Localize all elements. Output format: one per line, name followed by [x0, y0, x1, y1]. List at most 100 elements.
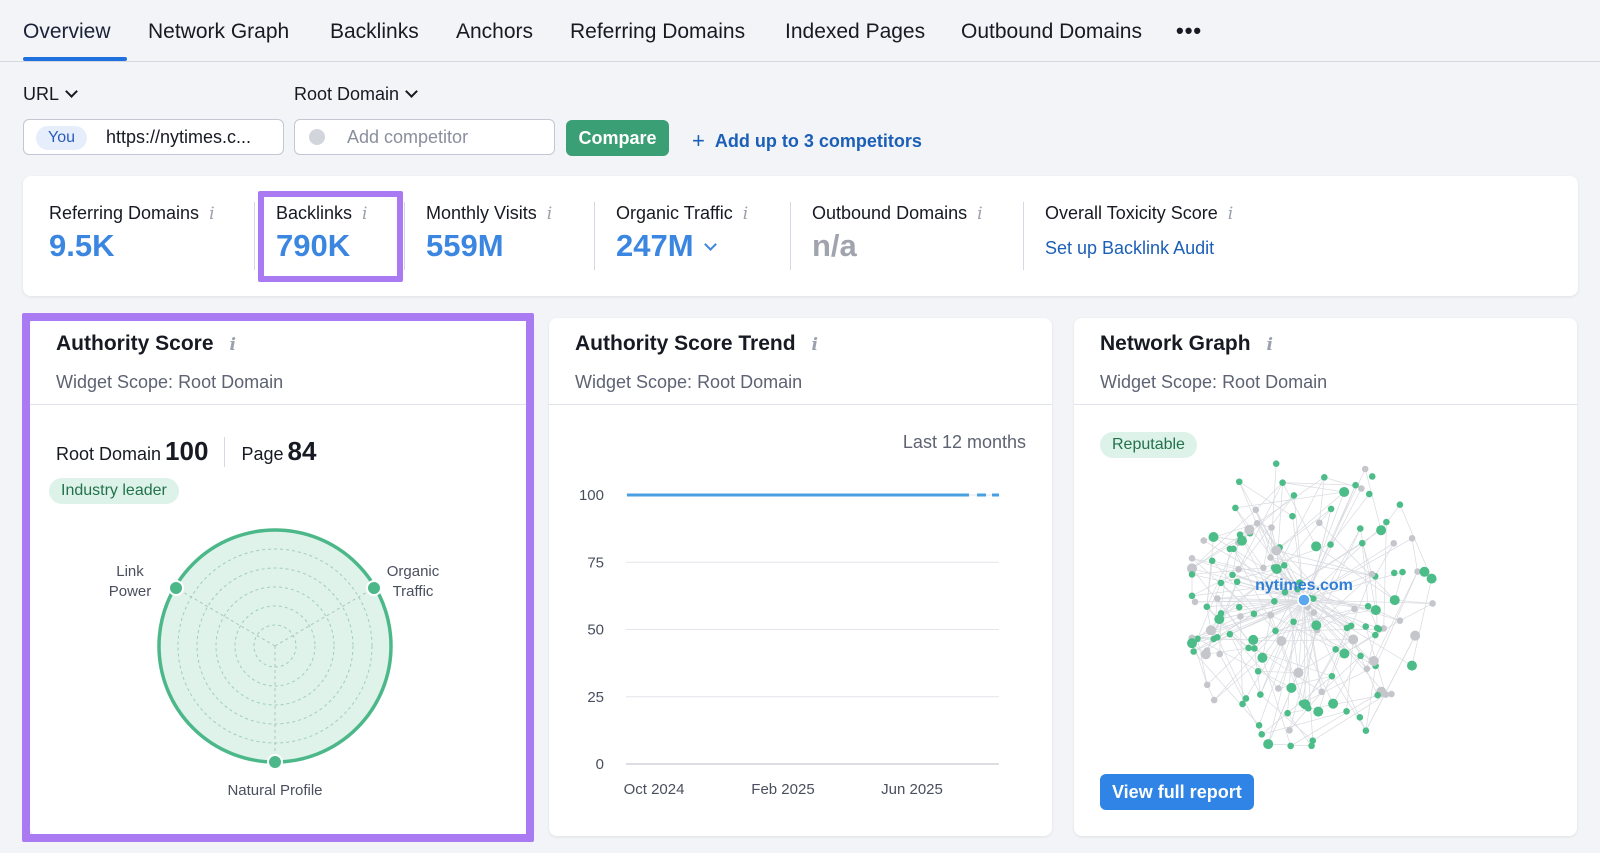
info-icon[interactable]: i — [1266, 335, 1273, 355]
tab-outbound-domains[interactable]: Outbound Domains — [961, 20, 1142, 43]
link-power-point[interactable] — [168, 580, 184, 596]
network-edge — [1262, 599, 1305, 658]
network-edge — [1276, 477, 1325, 570]
network-edge — [1313, 528, 1361, 613]
network-edge — [1217, 637, 1247, 699]
network-node — [1309, 737, 1317, 744]
url-selector-label: URL — [23, 84, 60, 104]
network-edge — [1191, 582, 1300, 597]
organic-traffic-point[interactable] — [366, 580, 382, 596]
network-edge — [1197, 638, 1254, 641]
root-domain-selector[interactable]: Root Domain — [294, 84, 418, 105]
network-edge — [1303, 599, 1433, 604]
tab-backlinks[interactable]: Backlinks — [330, 20, 419, 43]
network-node — [1429, 600, 1436, 607]
metric-referring-domains[interactable]: Referring Domains i 9.5K — [49, 203, 215, 264]
network-node — [1210, 635, 1218, 643]
network-edge — [1191, 557, 1239, 570]
url-field[interactable]: You https://nytimes.c... — [23, 119, 284, 155]
network-edge — [1191, 574, 1305, 601]
metric-outbound-domains[interactable]: Outbound Domains i n/a — [812, 203, 983, 264]
info-icon[interactable]: i — [977, 204, 983, 224]
network-node — [1248, 634, 1259, 645]
network-node — [1362, 623, 1370, 630]
metric-value[interactable]: 9.5K — [49, 228, 115, 263]
metrics-card: Referring Domains i 9.5K Backlinks i 790K … — [23, 176, 1578, 296]
network-node — [1383, 518, 1390, 526]
network-node — [1300, 699, 1311, 710]
divider — [404, 202, 405, 270]
metric-value[interactable]: 790K — [276, 228, 351, 263]
widget-title: Network Graph i — [1100, 332, 1273, 356]
tab-overview[interactable]: Overview — [23, 20, 111, 43]
network-node — [1396, 501, 1404, 509]
network-node — [1321, 474, 1328, 481]
network-edge — [1365, 635, 1416, 731]
network-edge — [1367, 606, 1378, 629]
network-node — [1356, 525, 1364, 532]
network-graph-visual[interactable]: nytimes.com — [1074, 318, 1577, 836]
network-node — [1205, 625, 1216, 636]
info-icon[interactable]: i — [811, 335, 818, 355]
network-edge — [1235, 507, 1305, 601]
tab-anchors[interactable]: Anchors — [456, 20, 534, 43]
competitor-field[interactable] — [294, 119, 555, 155]
url-selector[interactable]: URL — [23, 84, 78, 105]
info-icon[interactable]: i — [209, 204, 215, 224]
network-edge — [1303, 573, 1373, 601]
network-edge — [1346, 639, 1354, 712]
backlink-audit-link[interactable]: Set up Backlink Audit — [1045, 238, 1215, 258]
authority-radar-chart — [157, 528, 393, 770]
network-node — [1396, 617, 1404, 624]
network-edge — [1253, 600, 1275, 615]
network-edge — [1361, 543, 1369, 607]
network-node — [1290, 492, 1298, 499]
network-node — [1290, 618, 1297, 626]
divider — [30, 404, 533, 405]
network-node — [1208, 557, 1216, 565]
url-value: https://nytimes.c... — [106, 127, 252, 147]
network-node — [1252, 506, 1260, 514]
network-edge — [1220, 565, 1285, 614]
network-node — [1362, 727, 1370, 734]
organic-traffic-label-line: Organic — [386, 563, 440, 580]
network-edge — [1279, 547, 1352, 627]
divider — [790, 202, 791, 270]
metric-monthly-visits[interactable]: Monthly Visits i 559M — [426, 203, 552, 264]
x-tick-label: Jun 2025 — [881, 781, 943, 798]
metric-backlinks[interactable]: Backlinks i 790K — [276, 203, 367, 264]
network-node — [1368, 570, 1376, 578]
add-competitors-link[interactable]: + Add up to 3 competitors — [692, 127, 922, 153]
metric-label: Outbound Domains — [812, 203, 968, 223]
network-node — [1188, 592, 1196, 600]
metric-value[interactable]: 559M — [426, 228, 504, 263]
info-icon[interactable]: i — [229, 335, 236, 355]
network-edge — [1301, 665, 1376, 704]
network-edge — [1380, 504, 1401, 531]
trend-title: Authority Score Trend — [575, 332, 796, 355]
tab-referring-domains[interactable]: Referring Domains — [570, 20, 746, 43]
info-icon[interactable]: i — [742, 204, 749, 224]
network-edge — [1242, 599, 1305, 705]
network-edge — [1373, 571, 1418, 662]
network-node — [1310, 609, 1318, 616]
network-edge — [1283, 565, 1299, 673]
compare-button[interactable]: Compare — [566, 120, 669, 156]
divider — [254, 202, 255, 270]
more-tabs-icon[interactable]: ••• — [1176, 18, 1203, 43]
natural-profile-point[interactable] — [267, 754, 283, 770]
metric-organic-traffic[interactable]: Organic Traffic i 247M — [616, 203, 748, 264]
info-icon[interactable]: i — [362, 204, 368, 224]
tab-indexed-pages[interactable]: Indexed Pages — [785, 20, 926, 43]
info-icon[interactable]: i — [1227, 204, 1234, 224]
network-node — [1363, 665, 1371, 673]
view-full-report-button[interactable]: View full report — [1100, 774, 1254, 810]
network-edge — [1270, 463, 1277, 558]
network-node — [1216, 650, 1224, 658]
info-icon[interactable]: i — [546, 204, 553, 224]
metric-value[interactable]: 247M — [616, 228, 748, 264]
tab-network-graph[interactable]: Network Graph — [148, 20, 290, 43]
network-edge — [1275, 608, 1355, 632]
competitor-input[interactable] — [347, 120, 547, 154]
network-node — [1260, 564, 1267, 572]
